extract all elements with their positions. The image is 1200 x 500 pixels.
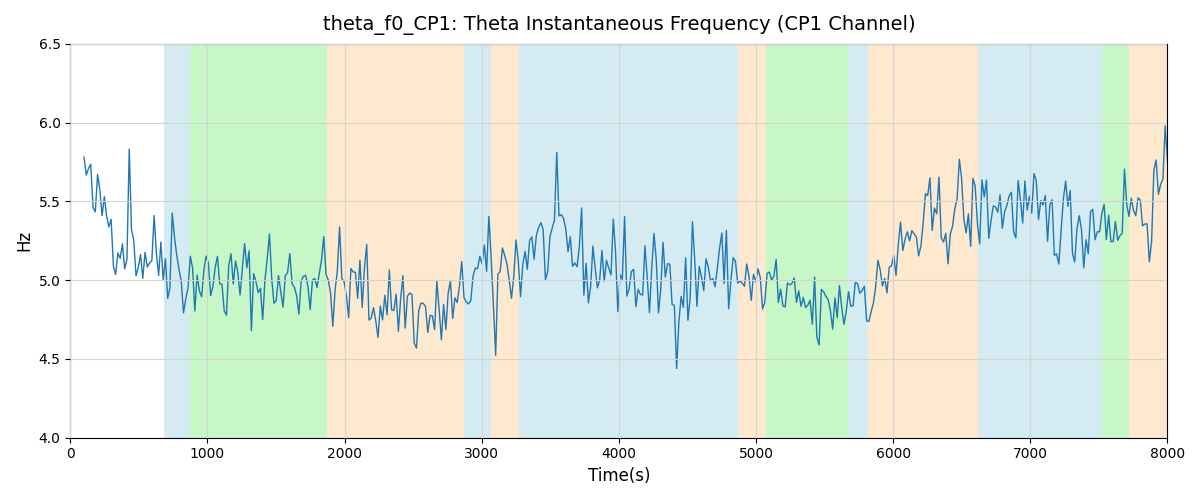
Bar xyxy=(518,44,738,438)
Bar xyxy=(326,44,464,438)
X-axis label: Time(s): Time(s) xyxy=(588,467,650,485)
Bar xyxy=(190,44,326,438)
Bar xyxy=(869,44,978,438)
Y-axis label: Hz: Hz xyxy=(16,230,34,252)
Bar xyxy=(491,44,518,438)
Bar xyxy=(738,44,766,438)
Bar xyxy=(848,44,869,438)
Bar xyxy=(464,44,491,438)
Title: theta_f0_CP1: Theta Instantaneous Frequency (CP1 Channel): theta_f0_CP1: Theta Instantaneous Freque… xyxy=(323,15,916,35)
Bar xyxy=(1102,44,1129,438)
Bar xyxy=(1129,44,1168,438)
Bar xyxy=(978,44,1102,438)
Bar xyxy=(766,44,848,438)
Bar xyxy=(163,44,190,438)
